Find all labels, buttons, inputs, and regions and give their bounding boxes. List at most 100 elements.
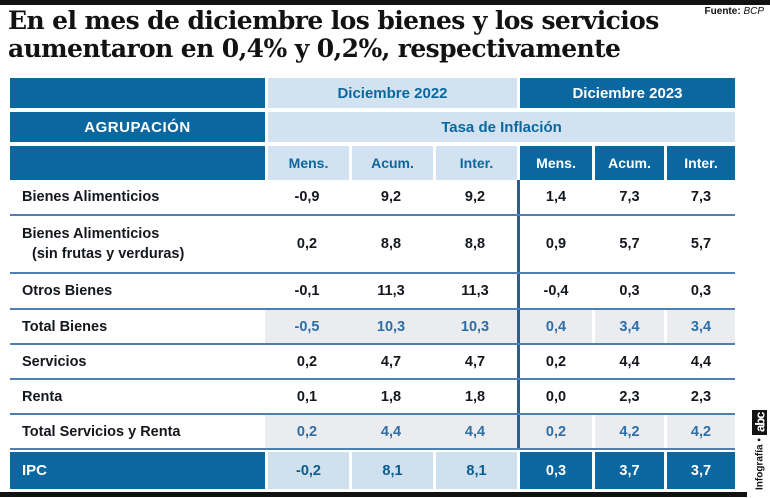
- top-rule: [0, 0, 770, 5]
- header-period-2023: Diciembre 2023: [520, 78, 735, 108]
- header-corner-top: [10, 78, 265, 108]
- value-cell-2023: 3,4: [592, 310, 664, 343]
- value-cell-2023: 3,7: [664, 452, 735, 489]
- value-cell-2022: 8,1: [433, 452, 517, 489]
- value-cell-2023: 1,4: [545, 189, 567, 205]
- value-cell-2022: 8,8: [380, 236, 402, 252]
- value-cell-2023: 0,3: [592, 274, 664, 308]
- value-cell-2022: 10,3: [433, 310, 517, 343]
- row-label: Bienes Alimenticios: [22, 189, 160, 205]
- value-cell-2023: 0,0: [545, 388, 567, 405]
- inflation-table: Diciembre 2022 Diciembre 2023 AGRUPACIÓN…: [10, 78, 735, 489]
- value-cell-2023: 7,3: [592, 180, 664, 214]
- title-line-1: En el mes de diciembre los bienes y los …: [8, 6, 659, 35]
- value-cell-2023: 4,2: [592, 415, 664, 448]
- table-row: Bienes Alimenticios -0,9 9,2 9,2 1,4 7,3 7,3: [10, 180, 735, 216]
- value-cell-2022: 9,2: [464, 189, 486, 205]
- value-cell-2023: 5,7: [592, 216, 664, 272]
- value-cell-2023: 0,4: [520, 310, 592, 343]
- row-label: Total Servicios y Renta: [22, 423, 181, 440]
- value-cell-2022: 4,7: [464, 353, 486, 370]
- table-row: IPC -0,2 8,1 8,1 0,3 3,7 3,7: [10, 452, 735, 489]
- source-note: Fuente: BCP: [705, 6, 764, 17]
- value-cell-2023: 0,3: [520, 452, 592, 489]
- value-cell-2022: 0,2: [296, 353, 318, 370]
- row-label: Bienes Alimenticios (sin frutas y verdura…: [22, 226, 185, 262]
- group-divider: [517, 274, 520, 308]
- table-row: Servicios 0,2 4,7 4,7 0,2 4,4 4,4: [10, 345, 735, 380]
- bottom-rule: [0, 492, 747, 497]
- value-cell-2022: -0,9: [294, 189, 320, 205]
- table-header-periods: Diciembre 2022 Diciembre 2023: [10, 78, 735, 108]
- source-value: BCP: [743, 6, 764, 17]
- header-period-2022: Diciembre 2022: [265, 78, 517, 108]
- infographic-credit: Infografía • abc: [751, 378, 769, 490]
- header-corner-bottom: [10, 146, 265, 180]
- subheader-2022-inter: Inter.: [433, 146, 517, 180]
- table-row: Bienes Alimenticios (sin frutas y verdura…: [10, 216, 735, 274]
- value-cell-2023: 5,7: [664, 216, 735, 272]
- value-cell-2023: 4,4: [592, 345, 664, 378]
- value-cell-2022: 0,1: [296, 388, 318, 405]
- value-cell-2023: 2,3: [592, 380, 664, 413]
- value-cell-2022: -0,5: [265, 310, 349, 343]
- value-cell-2022: 4,7: [380, 353, 402, 370]
- row-label: IPC: [10, 452, 265, 489]
- row-label: Total Bienes: [22, 318, 108, 335]
- group-divider: [517, 345, 520, 378]
- row-label: Renta: [22, 388, 63, 405]
- table-row: Total Bienes -0,5 10,3 10,3 0,4 3,4 3,4: [10, 310, 735, 345]
- table-row: Renta 0,1 1,8 1,8 0,0 2,3 2,3: [10, 380, 735, 415]
- value-cell-2022: 8,8: [464, 236, 486, 252]
- value-cell-2022: 0,2: [296, 236, 318, 252]
- header-measure: Tasa de Inflación: [265, 112, 735, 142]
- source-label: Fuente:: [704, 6, 741, 17]
- value-cell-2022: 11,3: [461, 283, 489, 299]
- value-cell-2022: 4,4: [349, 415, 433, 448]
- subheader-2023-acum: Acum.: [592, 146, 664, 180]
- value-cell-2022: 1,8: [380, 388, 402, 405]
- value-cell-2023: 0,3: [664, 274, 735, 308]
- row-label: Servicios: [22, 353, 87, 370]
- table-header-measure: AGRUPACIÓN Tasa de Inflación: [10, 112, 735, 142]
- header-agrupacion: AGRUPACIÓN: [10, 112, 265, 142]
- value-cell-2022: -0,2: [265, 452, 349, 489]
- value-cell-2023: 0,9: [545, 236, 567, 252]
- subheader-2023-inter: Inter.: [664, 146, 735, 180]
- value-cell-2023: 0,2: [520, 415, 592, 448]
- value-cell-2022: 8,1: [349, 452, 433, 489]
- subheader-2023-mens: Mens.: [520, 146, 592, 180]
- value-cell-2022: -0,1: [294, 283, 320, 299]
- subheader-2022-acum: Acum.: [349, 146, 433, 180]
- abc-logo: abc: [752, 409, 768, 436]
- value-cell-2023: 0,2: [545, 353, 567, 370]
- value-cell-2022: 4,4: [433, 415, 517, 448]
- value-cell-2023: 3,4: [664, 310, 735, 343]
- value-cell-2022: 1,8: [464, 388, 486, 405]
- value-cell-2022: 11,3: [377, 283, 405, 299]
- value-cell-2023: 3,7: [592, 452, 664, 489]
- table-row: Total Servicios y Renta 0,2 4,4 4,4 0,2 4,2 4,…: [10, 415, 735, 450]
- value-cell-2022: 9,2: [380, 189, 402, 205]
- table-header-subcolumns: Mens. Acum. Inter. Mens. Acum. Inter.: [10, 146, 735, 180]
- value-cell-2023: 4,2: [664, 415, 735, 448]
- value-cell-2022: 10,3: [349, 310, 433, 343]
- value-cell-2023: 7,3: [664, 180, 735, 214]
- subheader-2022-mens: Mens.: [265, 146, 349, 180]
- value-cell-2022: 0,2: [265, 415, 349, 448]
- group-divider: [517, 216, 520, 272]
- group-divider: [517, 310, 520, 343]
- group-divider: [517, 452, 520, 489]
- group-divider: [517, 415, 520, 448]
- value-cell-2023: 2,3: [664, 380, 735, 413]
- value-cell-2023: -0,4: [543, 283, 569, 299]
- credit-text: Infografía •: [754, 438, 766, 490]
- table-row: Otros Bienes -0,1 11,3 11,3 -0,4 0,3 0,3: [10, 274, 735, 310]
- row-label: Otros Bienes: [22, 283, 113, 299]
- group-divider: [517, 180, 520, 214]
- group-divider: [517, 380, 520, 413]
- page-title: En el mes de diciembre los bienes y los …: [8, 7, 659, 63]
- title-line-2: aumentaron en 0,4% y 0,2%, respectivamen…: [8, 34, 621, 63]
- table-body: Bienes Alimenticios -0,9 9,2 9,2 1,4 7,3 7,3 Bi…: [10, 180, 735, 489]
